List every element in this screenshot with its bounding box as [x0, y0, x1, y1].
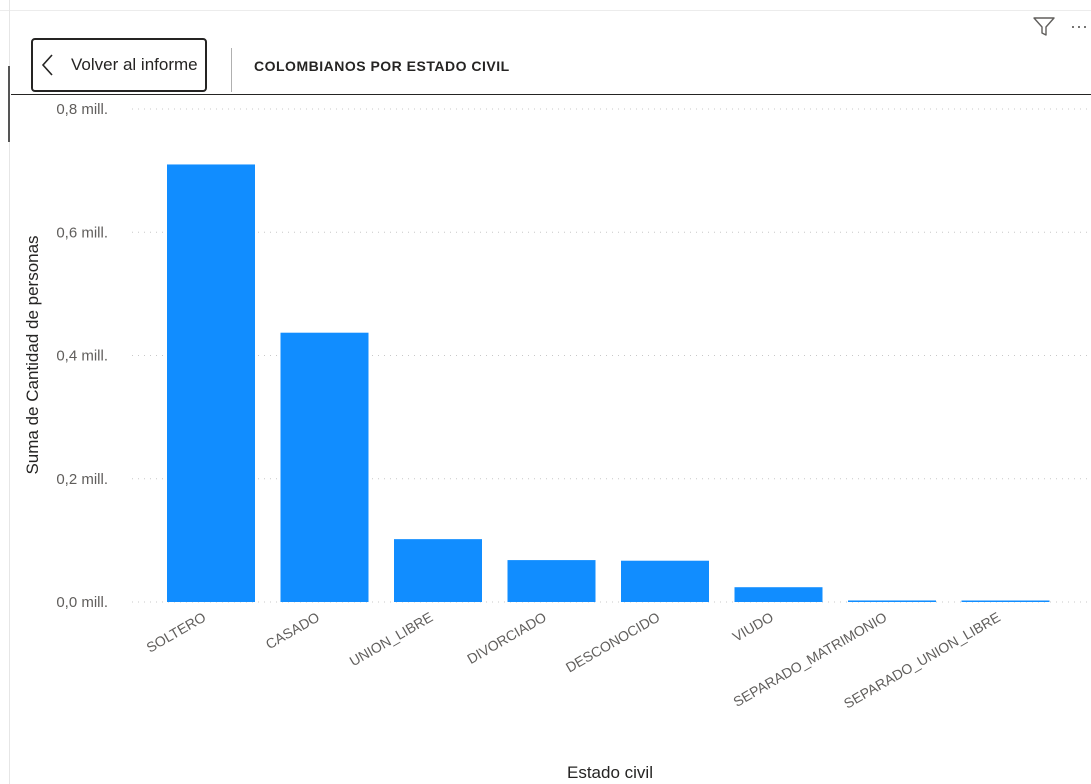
- y-tick-label: 0,6 mill.: [56, 224, 108, 241]
- y-axis-ticks: 0,0 mill. 0,2 mill. 0,4 mill. 0,6 mill. 0,8 …: [56, 101, 108, 611]
- bar: [167, 164, 255, 602]
- x-tick-label: CASADO: [263, 609, 322, 652]
- header-underline: [11, 94, 1091, 95]
- bar: [848, 600, 936, 602]
- bar: [734, 587, 823, 602]
- header-divider: [231, 48, 232, 92]
- left-border: [9, 0, 10, 784]
- chart-title: COLOMBIANOS POR ESTADO CIVIL: [254, 58, 510, 74]
- top-border: [0, 10, 1091, 11]
- bar: [507, 560, 596, 602]
- y-axis-title: Suma de Cantidad de personas: [23, 235, 42, 474]
- x-tick-label: UNION_LIBRE: [347, 609, 436, 670]
- chevron-left-icon: [39, 51, 67, 79]
- x-tick-label: DESCONOCIDO: [563, 609, 663, 676]
- filter-icon[interactable]: [1032, 16, 1056, 38]
- x-tick-label: DIVORCIADO: [464, 609, 549, 667]
- back-to-report-label: Volver al informe: [71, 55, 198, 74]
- bar: [280, 332, 369, 602]
- x-tick-label: VIUDO: [730, 609, 776, 645]
- focus-marker: [8, 66, 10, 142]
- y-tick-label: 0,8 mill.: [56, 101, 108, 118]
- gridlines: [132, 108, 1091, 603]
- x-tick-label: SOLTERO: [143, 609, 208, 656]
- x-axis-title: Estado civil: [567, 763, 653, 782]
- bar: [961, 600, 1050, 602]
- bar: [621, 560, 709, 602]
- y-tick-label: 0,4 mill.: [56, 348, 108, 365]
- back-to-report-button[interactable]: Volver al informe: [31, 38, 207, 92]
- bar: [394, 539, 482, 602]
- bars: [167, 164, 1050, 602]
- y-tick-label: 0,0 mill.: [56, 594, 108, 611]
- more-options-icon[interactable]: ···: [1070, 16, 1088, 36]
- x-axis-ticks: SOLTERO CASADO UNION_LIBRE DIVORCIADO DESCON…: [143, 609, 1003, 712]
- y-tick-label: 0,2 mill.: [56, 471, 108, 488]
